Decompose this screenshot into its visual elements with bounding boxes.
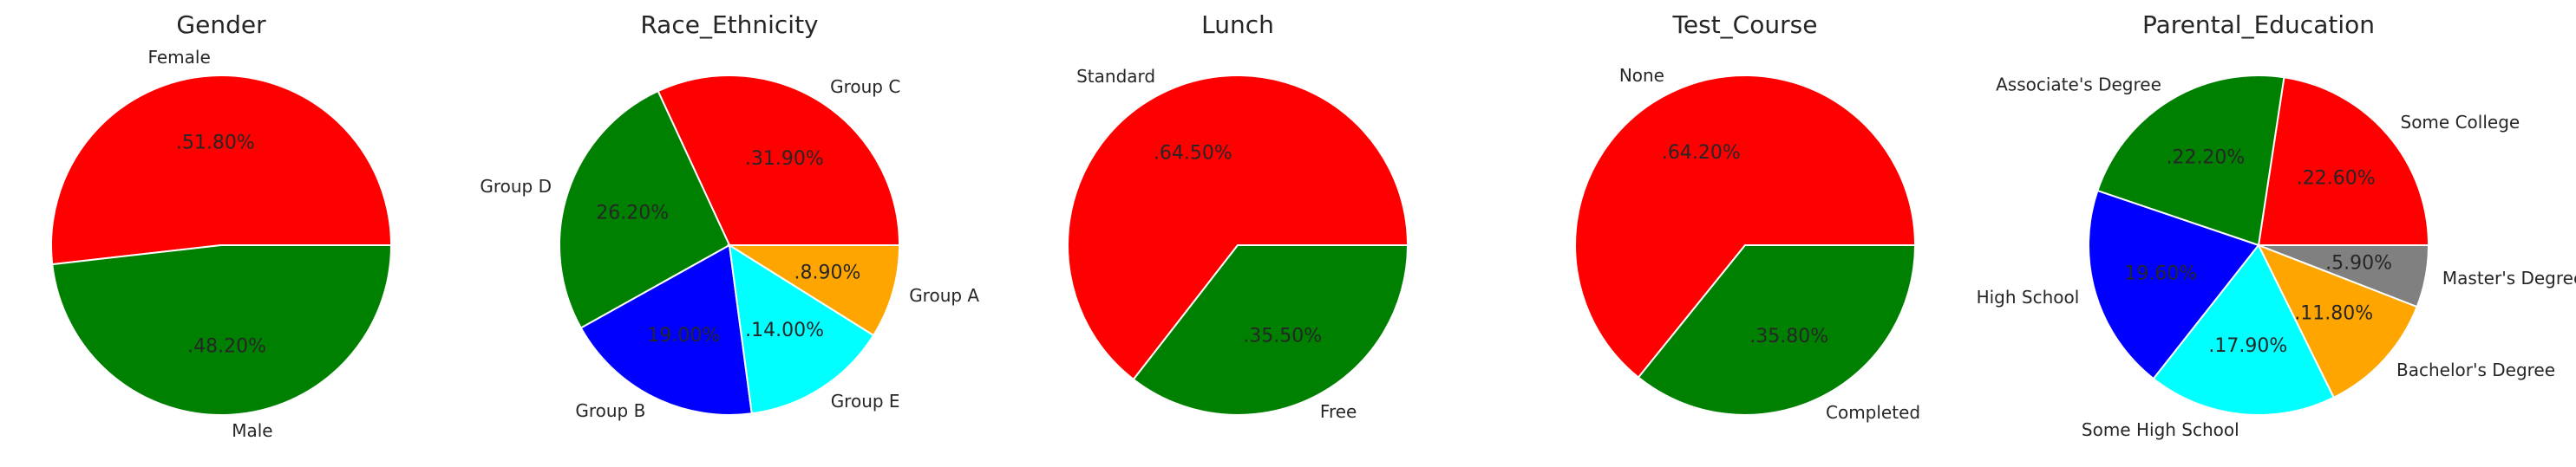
pie-chart-2: Lunch .64.50% Standard .35.50% Free <box>1067 10 1409 422</box>
slice-category-label: Completed <box>1826 402 1920 423</box>
slice-category-label: Master's Degree <box>2442 268 2576 289</box>
slice-category-label: Associate's Degree <box>1996 74 2161 94</box>
pie-slice <box>1132 244 1409 416</box>
pie-chart-3: Test_Course .64.20% None .35.80% Completed <box>1574 10 1920 423</box>
slice-percent-label: .48.20% <box>187 335 266 357</box>
chart-title: Race_Ethnicity <box>640 10 818 39</box>
slice-category-label: Some College <box>2401 112 2520 133</box>
slice-category-label: Bachelor's Degree <box>2396 360 2555 380</box>
slice-category-label: Group B <box>575 400 645 421</box>
pie-slice <box>2088 189 2260 380</box>
pie-slice <box>2152 243 2336 416</box>
slice-percent-label: 26.20% <box>596 203 669 224</box>
slice-category-label: Group C <box>830 76 900 97</box>
chart-title: Lunch <box>1201 10 1274 39</box>
slice-category-label: Group D <box>480 176 552 197</box>
slice-category-label: Some High School <box>2082 419 2239 440</box>
slice-percent-label: .64.50% <box>1154 142 1232 164</box>
slice-percent-label: .31.90% <box>745 148 824 170</box>
pie-slice <box>50 75 393 266</box>
slice-percent-label: 19.60% <box>2124 263 2197 285</box>
pie-slice <box>1637 244 1917 416</box>
pie-chart-1: Race_Ethnicity .31.90% Group C 26.20% Group … <box>480 10 979 421</box>
pie-slice <box>2257 76 2430 246</box>
chart-title: Parental_Education <box>2142 10 2375 39</box>
slice-percent-label: .35.80% <box>1749 326 1828 347</box>
slice-category-label: None <box>1619 65 1664 86</box>
slice-percent-label: .11.80% <box>2294 302 2373 324</box>
slice-percent-label: .17.90% <box>2208 335 2287 357</box>
slice-percent-label: .64.20% <box>1662 142 1741 164</box>
slice-category-label: Group A <box>909 285 979 306</box>
pie-slice <box>2258 244 2430 308</box>
slice-category-label: Male <box>232 420 272 441</box>
pie-slice <box>2256 243 2418 399</box>
pie-slice <box>657 75 901 246</box>
slice-percent-label: .8.90% <box>794 263 861 284</box>
pie-slice <box>579 243 753 416</box>
slice-percent-label: .51.80% <box>176 133 255 154</box>
slice-percent-label: .35.50% <box>1243 326 1322 347</box>
pie-slice <box>726 244 901 337</box>
pie-slice <box>728 243 875 415</box>
pie-chart-4: Parental_Education .22.60% Some College .22… <box>1977 10 2576 440</box>
slice-percent-label: 19.00% <box>647 325 720 347</box>
slice-percent-label: .5.90% <box>2325 253 2392 275</box>
slice-percent-label: .22.60% <box>2297 167 2376 189</box>
chart-title: Gender <box>176 10 266 39</box>
slice-category-label: Standard <box>1076 66 1155 87</box>
slice-percent-label: .14.00% <box>745 320 824 341</box>
slice-percent-label: .22.20% <box>2166 147 2245 169</box>
pie-slice <box>1574 75 1917 379</box>
slice-category-label: Female <box>147 47 210 68</box>
pie-slice <box>1067 75 1409 381</box>
pie-slice <box>2096 75 2285 247</box>
slice-category-label: Free <box>1320 401 1357 422</box>
slice-category-label: High School <box>1977 287 2080 308</box>
slice-category-label: Group E <box>831 391 900 412</box>
chart-title: Test_Course <box>1672 10 1818 39</box>
pie-chart-0: Gender .51.80% Female .48.20% Male <box>50 10 393 441</box>
pie-slice <box>51 244 393 416</box>
